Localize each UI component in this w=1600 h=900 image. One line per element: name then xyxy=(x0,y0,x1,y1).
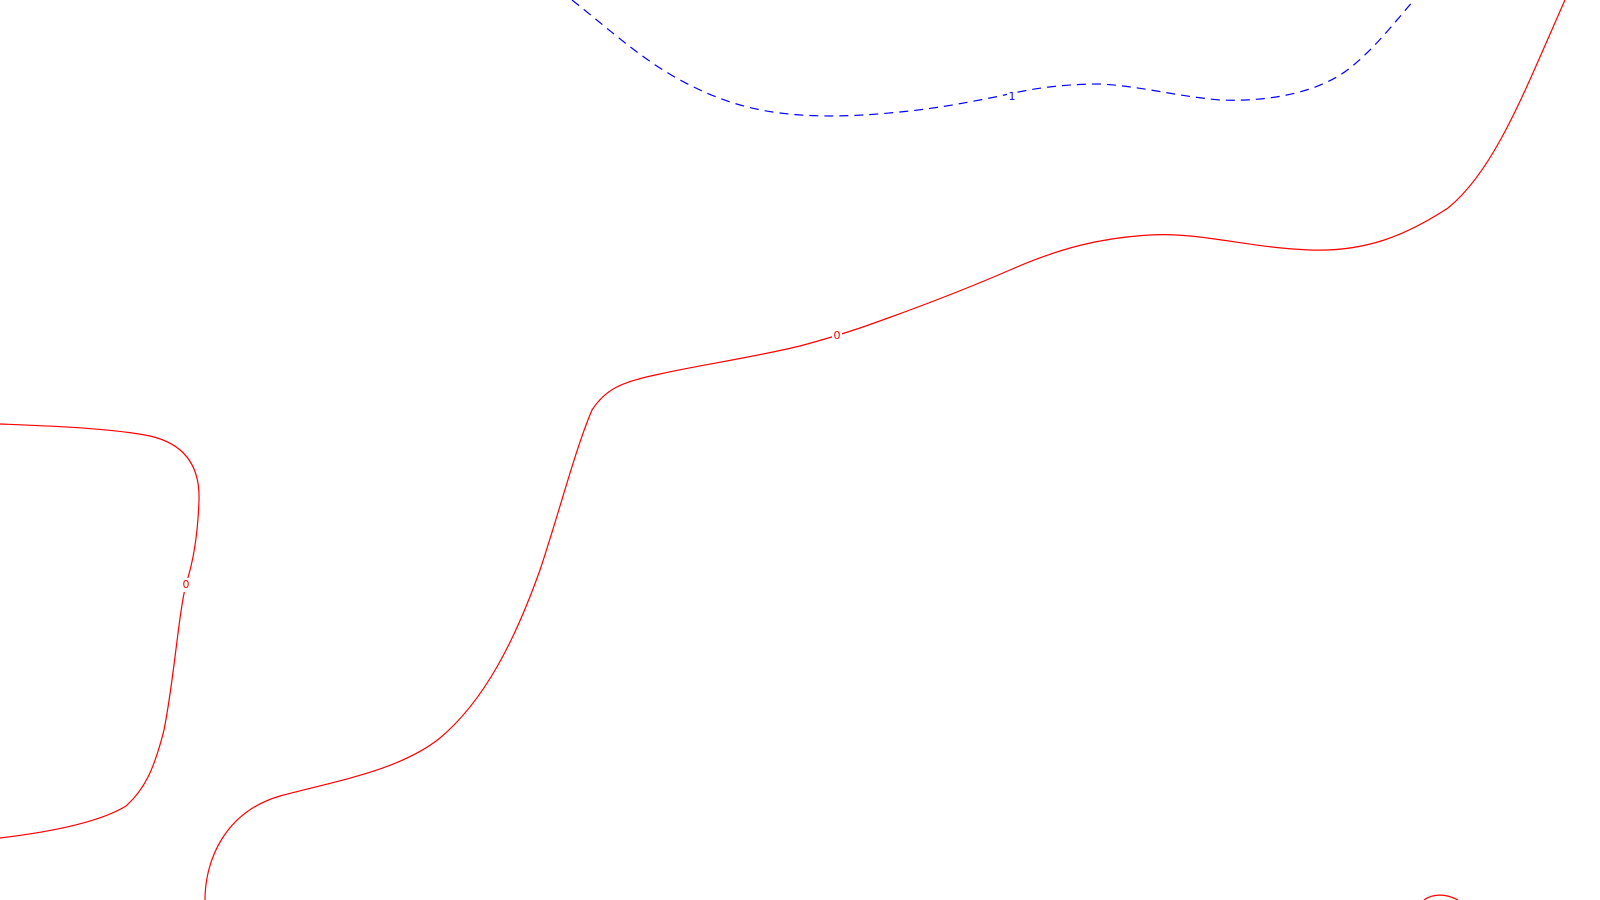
contour-label-text: 1 xyxy=(1009,90,1016,103)
label-knockout xyxy=(181,578,191,592)
contour-label-text: 0 xyxy=(183,578,190,591)
label-knockout xyxy=(832,329,842,343)
contour-line-level-0-corner xyxy=(1423,894,1459,900)
contour-line-level-1 xyxy=(571,0,1415,117)
contour-line-level-0-main xyxy=(204,0,1566,900)
contour-label-level-0-main: 0 xyxy=(832,329,842,343)
contour-line-level-0-left xyxy=(0,423,200,839)
label-knockout xyxy=(1007,90,1017,104)
contour-label-text: 0 xyxy=(834,329,841,342)
contour-label-level-0-left: 0 xyxy=(181,578,191,592)
contour-label-level-1: 1 xyxy=(1007,90,1017,104)
